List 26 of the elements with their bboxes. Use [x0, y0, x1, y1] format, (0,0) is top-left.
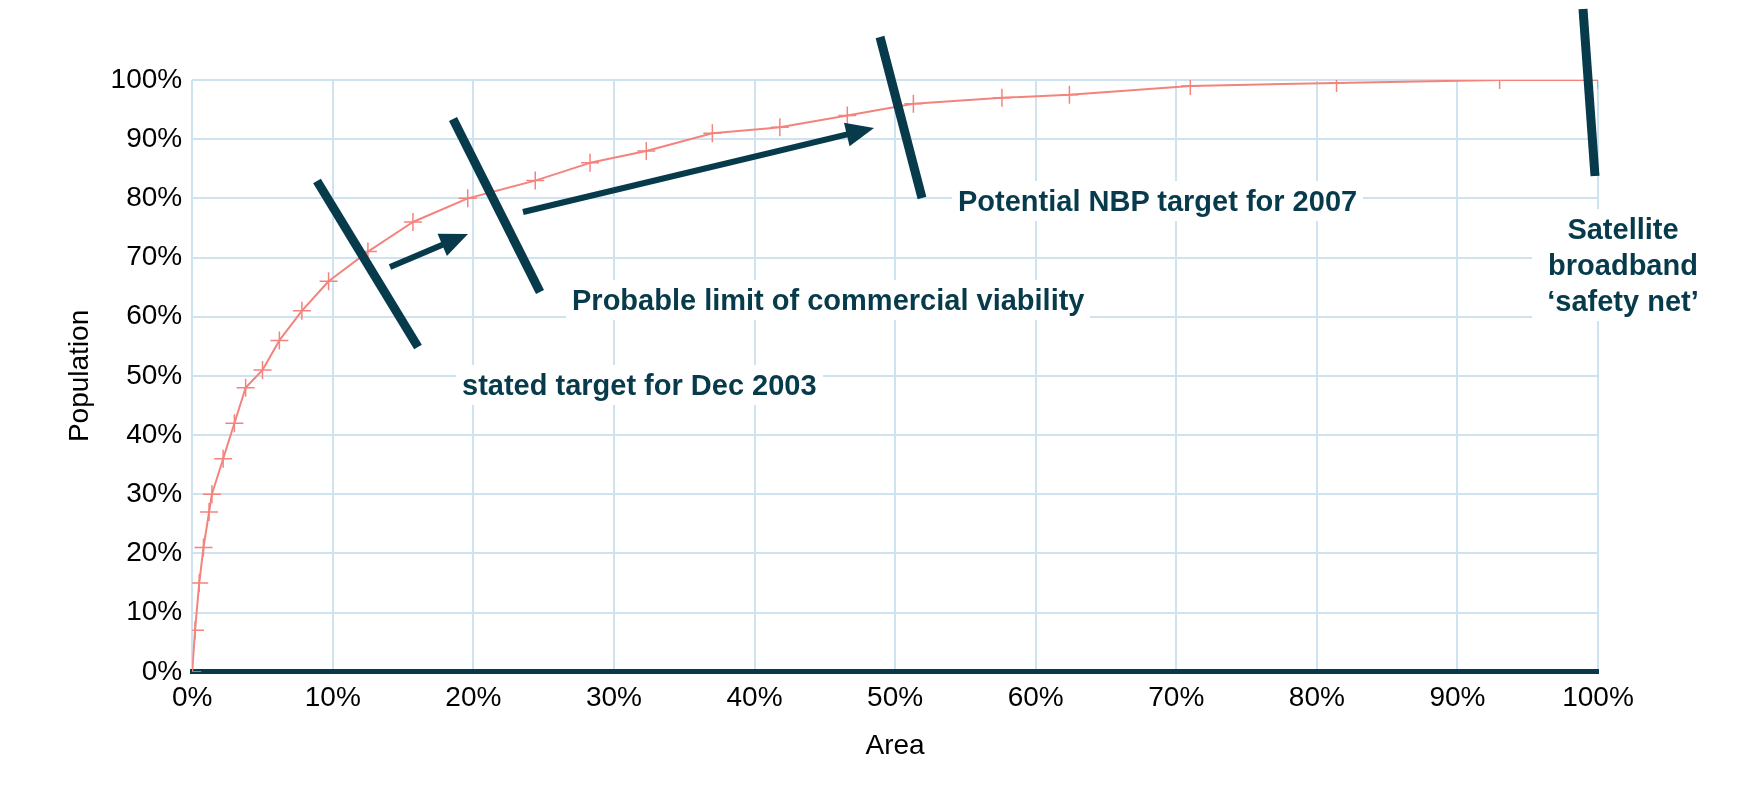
x-tick-label: 30%: [585, 681, 642, 713]
annotation: Potential NBP target for 2007: [952, 181, 1364, 221]
y-tick-label: 10%: [126, 595, 183, 627]
x-tick-label: 90%: [1429, 681, 1486, 713]
x-tick-label: 40%: [726, 681, 783, 713]
y-tick-label: 50%: [126, 358, 183, 390]
y-axis-title: Population: [62, 309, 94, 443]
y-tick-label: 80%: [126, 181, 183, 213]
x-tick-label: 100%: [1562, 681, 1634, 713]
x-tick-label: 80%: [1288, 681, 1345, 713]
y-tick-label: 60%: [126, 299, 183, 331]
y-tick-label: 20%: [126, 536, 183, 568]
x-tick-label: 20%: [445, 681, 502, 713]
annotation: stated target for Dec 2003: [456, 365, 823, 405]
x-tick-label: 10%: [304, 681, 361, 713]
y-tick-label: 40%: [126, 417, 183, 449]
x-tick-label: 70%: [1148, 681, 1205, 713]
y-tick-label: 100%: [110, 62, 183, 94]
y-tick-label: 90%: [126, 121, 183, 153]
x-tick-label: 60%: [1007, 681, 1064, 713]
x-axis-title: Area: [865, 728, 926, 760]
y-tick-label: 70%: [126, 240, 183, 272]
y-tick-label: 30%: [126, 476, 183, 508]
annotation: Probable limit of commercial viability: [566, 280, 1091, 320]
annotation: Satellite broadband ‘safety net’: [1532, 209, 1714, 321]
x-tick-label: 50%: [867, 681, 924, 713]
